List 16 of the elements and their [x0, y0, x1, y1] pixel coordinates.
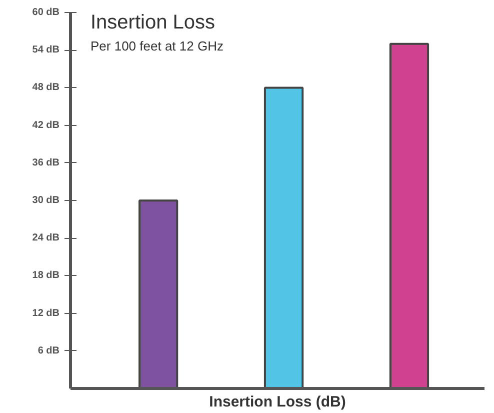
- y-tick-label: 30 dB: [32, 195, 60, 206]
- y-tick-label: 42 dB: [32, 120, 60, 131]
- y-tick-label: 36 dB: [32, 157, 60, 168]
- bar: [138, 200, 178, 388]
- y-tick-label: 60 dB: [32, 7, 60, 18]
- y-tick-label: 48 dB: [32, 82, 60, 94]
- bar: [264, 86, 304, 388]
- y-tick-label: 18 dB: [32, 270, 60, 282]
- y-tick-label: 12 dB: [32, 308, 60, 319]
- y-tick-label: 54 dB: [32, 44, 60, 56]
- y-tick-label: 24 dB: [32, 232, 60, 244]
- y-tick-label: 6 dB: [38, 345, 60, 356]
- bar: [389, 42, 430, 388]
- chart-title: Insertion Loss: [90, 12, 216, 34]
- x-axis-title: Insertion Loss (dB): [209, 394, 346, 410]
- text: Per 100 feet at 12 GHz: [90, 38, 224, 54]
